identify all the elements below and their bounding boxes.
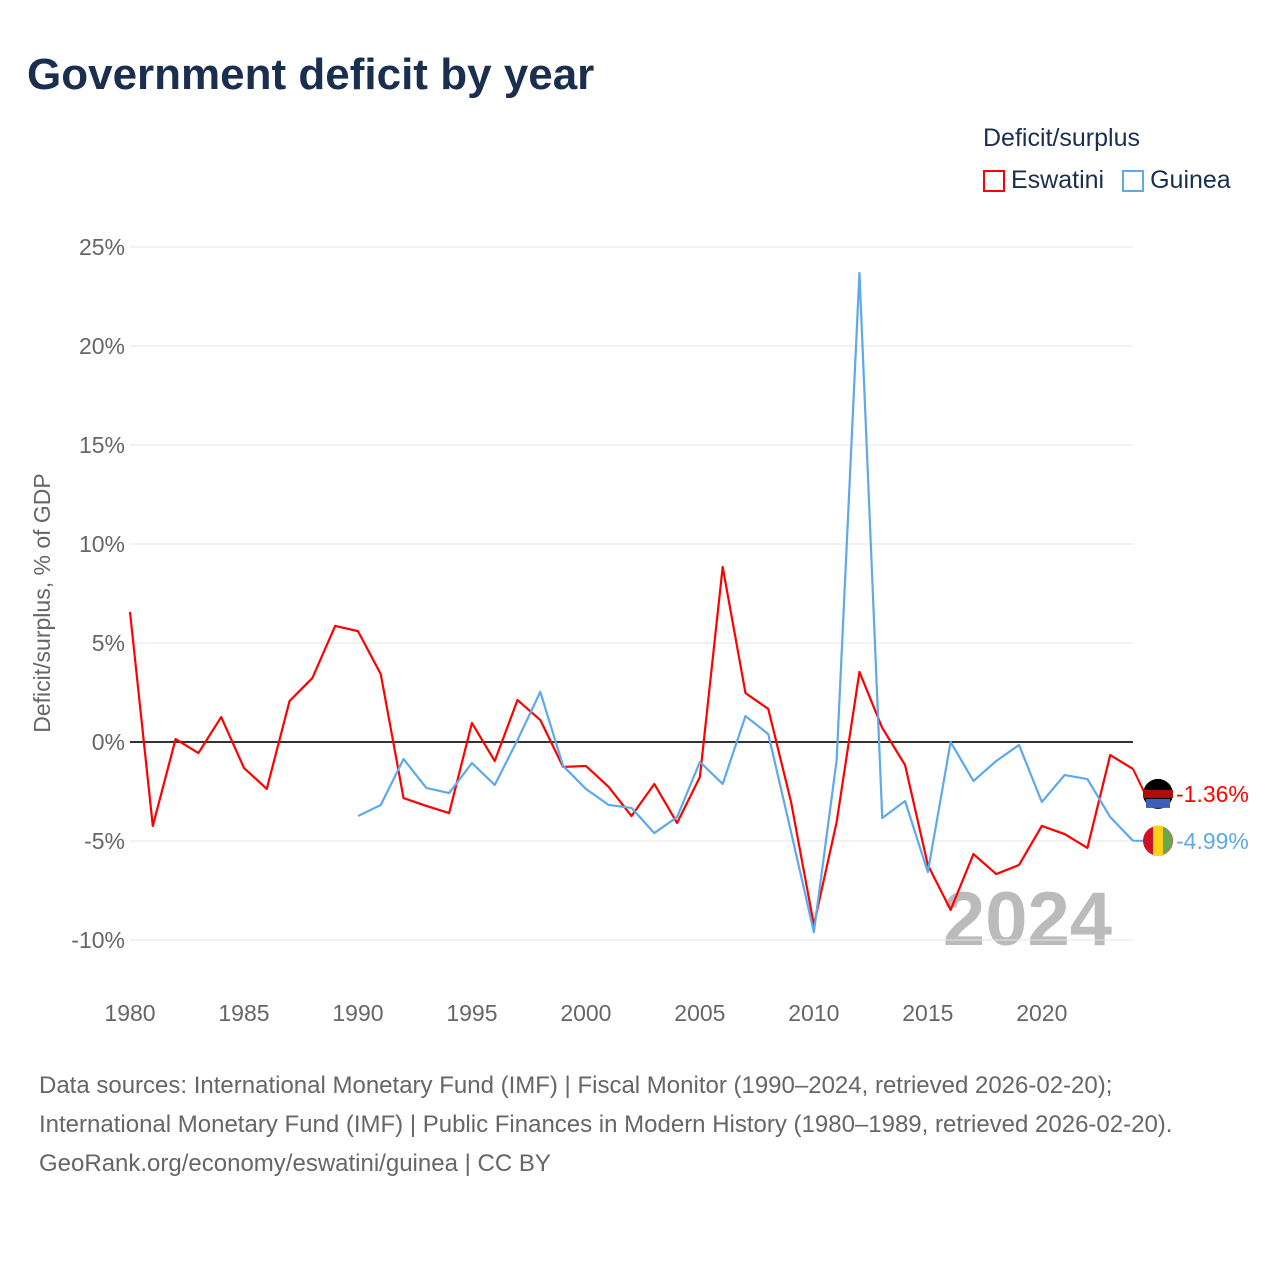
legend-title: Deficit/surplus <box>983 124 1140 152</box>
x-tick-label: 2005 <box>674 1000 725 1026</box>
attribution-link[interactable]: GeoRank.org/economy/eswatini/guinea | CC… <box>39 1150 551 1177</box>
data-sources: Data sources: International Monetary Fun… <box>39 1072 1173 1138</box>
end-value-label: -1.36% <box>1176 781 1249 807</box>
series-line-eswatini <box>128 565 1134 927</box>
x-tick-label: 2015 <box>902 1000 953 1026</box>
legend-item-eswatini[interactable]: Eswatini <box>983 166 1104 195</box>
end-connector <box>1132 768 1146 795</box>
end-value-label: -4.99% <box>1176 828 1249 854</box>
y-tick-label: 10% <box>79 531 125 557</box>
legend-swatch <box>983 169 1005 192</box>
legend-label: Eswatini <box>1011 166 1105 194</box>
legend-item-guinea[interactable]: Guinea <box>1122 166 1231 195</box>
flag-stripe <box>1146 798 1170 808</box>
legend: Eswatini Guinea <box>983 166 1231 195</box>
x-tick-label: 2000 <box>560 1000 611 1026</box>
flag-stripe <box>1153 825 1163 856</box>
series-line-guinea <box>357 271 1134 934</box>
y-tick-label: 20% <box>79 333 125 359</box>
y-tick-label: -5% <box>84 828 125 854</box>
flag-stripe <box>1143 789 1173 798</box>
x-tick-label: 2010 <box>788 1000 839 1026</box>
year-watermark: 2024 <box>943 877 1112 962</box>
x-tick-label: 1985 <box>218 1000 269 1026</box>
y-tick-label: 15% <box>79 432 125 458</box>
flag-stripe <box>1163 826 1173 855</box>
legend-swatch <box>1122 169 1145 192</box>
y-tick-label: 25% <box>79 234 125 260</box>
source-notes: Data sources: International Monetary Fun… <box>39 1066 1239 1183</box>
chart-title: Government deficit by year <box>27 50 595 99</box>
y-axis-label: Deficit/surplus, % of GDP <box>29 473 55 732</box>
x-tick-label: 1990 <box>332 1000 383 1026</box>
x-tick-label: 2020 <box>1016 1000 1067 1026</box>
y-tick-label: 0% <box>92 729 125 755</box>
legend-label: Guinea <box>1150 166 1231 194</box>
x-tick-label: 1995 <box>446 1000 497 1026</box>
x-tick-label: 1980 <box>104 1000 155 1026</box>
y-tick-label: 5% <box>92 630 125 656</box>
y-tick-label: -10% <box>71 927 125 953</box>
